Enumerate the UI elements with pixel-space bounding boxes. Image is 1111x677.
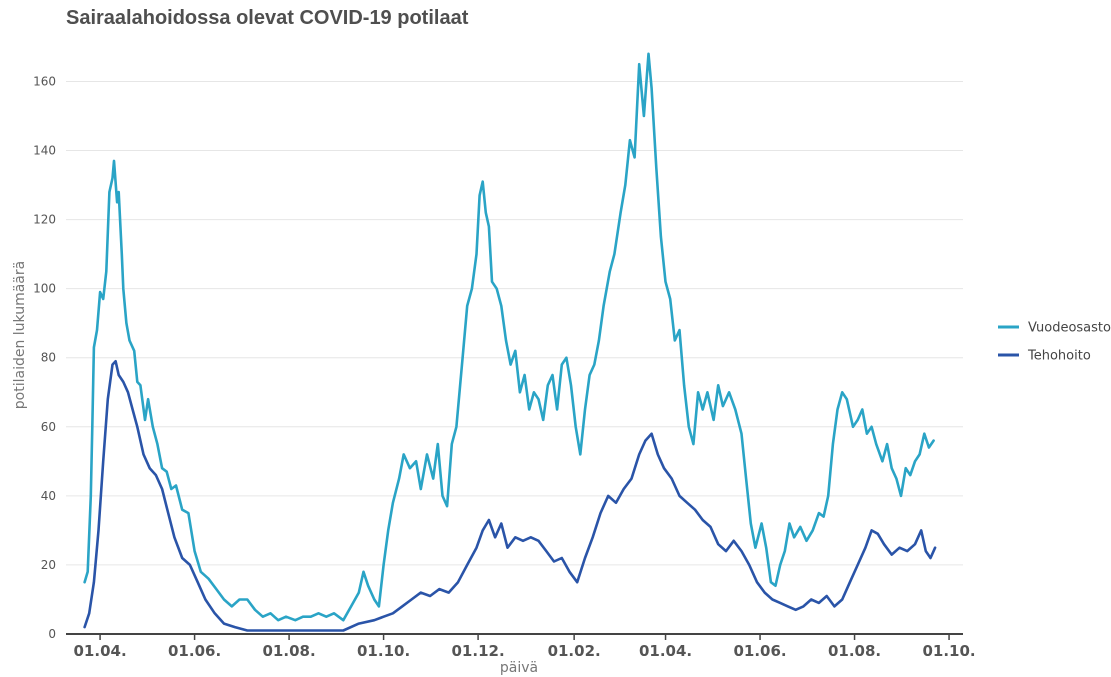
x-tick-label: 01.10. — [357, 642, 410, 660]
y-tick-label: 40 — [41, 489, 56, 503]
x-tick-label: 01.12. — [452, 642, 505, 660]
y-axis-label: potilaiden lukumäärä — [12, 261, 28, 409]
x-tick-label: 01.04. — [74, 642, 127, 660]
x-tick-label: 01.08. — [263, 642, 316, 660]
x-axis-label: päivä — [500, 660, 538, 676]
y-tick-label: 120 — [33, 213, 56, 227]
gridlines — [66, 80, 963, 566]
chart-title: Sairaalahoidossa olevat COVID-19 potilaa… — [66, 7, 469, 29]
y-tick-label: 140 — [33, 144, 56, 158]
x-tick-label: 01.06. — [733, 642, 786, 660]
x-tick-label: 01.04. — [639, 642, 692, 660]
x-tick-label: 01.08. — [828, 642, 881, 660]
series-line-tehohoito — [83, 359, 937, 632]
y-tick-label: 160 — [33, 74, 56, 88]
x-tick-label: 01.10. — [922, 642, 975, 660]
x-tick-label: 01.02. — [548, 642, 601, 660]
legend-label: Tehohoito — [1027, 349, 1091, 364]
y-tick-label: 80 — [41, 351, 56, 365]
legend-label: Vuodeosasto — [1028, 321, 1111, 336]
y-tick-label: 0 — [48, 627, 56, 641]
x-axis-ticks: 01.04. 01.06. 01.08. 01.10. 01.12. 01.02. 01.0… — [74, 634, 976, 660]
y-tick-label: 20 — [41, 558, 56, 572]
y-tick-label: 60 — [41, 420, 56, 434]
series-line-vuodeosasto — [83, 52, 935, 622]
y-tick-label: 100 — [33, 282, 56, 296]
legend: Vuodeosasto Tehohoito — [998, 321, 1111, 364]
y-axis-ticks: 0 20 40 60 80 100 120 140 160 — [33, 74, 56, 641]
x-tick-label: 01.06. — [168, 642, 221, 660]
series-lines — [83, 52, 937, 632]
